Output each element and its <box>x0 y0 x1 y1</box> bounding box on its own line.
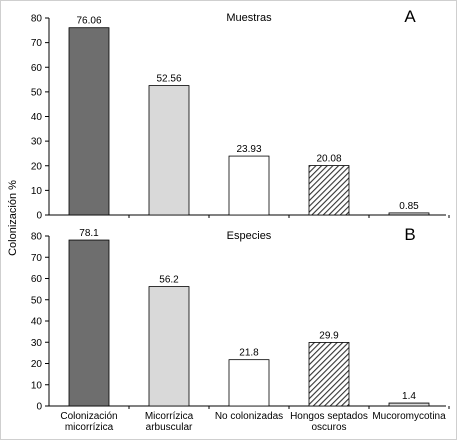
y-axis-label: Colonización % <box>7 180 19 256</box>
bar-5 <box>388 212 430 216</box>
bar-1 <box>68 27 110 216</box>
y-tick-label: 10 <box>31 380 43 391</box>
value-label: 21.8 <box>239 348 259 359</box>
panel-letter: A <box>404 7 416 26</box>
y-tick-label: 40 <box>31 112 43 123</box>
panel-letter: B <box>404 225 415 244</box>
y-tick-label: 0 <box>36 211 42 222</box>
panel-title: Muestras <box>226 12 272 24</box>
bar-3 <box>228 155 270 216</box>
y-tick-label: 60 <box>31 274 43 285</box>
y-tick-label: 80 <box>31 14 43 25</box>
bar-5 <box>388 402 430 407</box>
y-tick-label: 10 <box>31 186 43 197</box>
y-tick-label: 50 <box>31 295 43 306</box>
y-tick-label: 60 <box>31 63 43 74</box>
category-label: Colonización micorrízica <box>60 411 117 433</box>
panel-title: Especies <box>227 230 272 242</box>
value-label: 76.06 <box>76 16 101 27</box>
y-tick-label: 50 <box>31 87 43 98</box>
category-label: Hongos septados oscuros <box>290 411 368 433</box>
y-tick-label: 20 <box>31 359 43 370</box>
y-tick-label: 30 <box>31 338 43 349</box>
y-tick-label: 20 <box>31 161 43 172</box>
y-tick-label: 40 <box>31 317 43 328</box>
category-labels: Colonización micorrízica Micorrízica arbusc… <box>60 411 446 433</box>
value-label: 0.85 <box>399 201 419 212</box>
bar-3 <box>228 359 270 407</box>
value-label: 1.4 <box>402 391 416 402</box>
category-label: No colonizadas <box>215 411 283 422</box>
value-label: 23.93 <box>236 144 261 155</box>
value-label: 20.08 <box>316 154 341 165</box>
y-tick-label: 70 <box>31 253 43 264</box>
value-label: 78.1 <box>79 228 99 239</box>
value-label: 56.2 <box>159 275 179 286</box>
y-tick-label: 0 <box>36 402 42 413</box>
y-tick-label: 30 <box>31 137 43 148</box>
panel-b: 0 10 20 30 40 50 60 70 80 78.1 56.2 21.8 29.9 1.4 Espe… <box>31 225 450 413</box>
panels: 0 10 20 30 40 50 60 70 80 76.06 52.56 23.93 20.08 0.8… <box>31 7 450 433</box>
bar-1 <box>68 239 110 407</box>
bar-2 <box>148 286 190 407</box>
panel-a: 0 10 20 30 40 50 60 70 80 76.06 52.56 23.93 20.08 0.8… <box>31 7 450 222</box>
y-tick-label: 80 <box>31 232 43 243</box>
category-label: Micorrízica arbuscular <box>145 411 194 433</box>
bar-4 <box>308 165 350 216</box>
bar-2 <box>148 85 190 216</box>
y-tick-label: 70 <box>31 38 43 49</box>
value-label: 52.56 <box>156 74 181 85</box>
bar-4 <box>308 342 350 407</box>
category-label: Mucoromycotina <box>372 411 446 422</box>
value-label: 29.9 <box>319 330 339 341</box>
